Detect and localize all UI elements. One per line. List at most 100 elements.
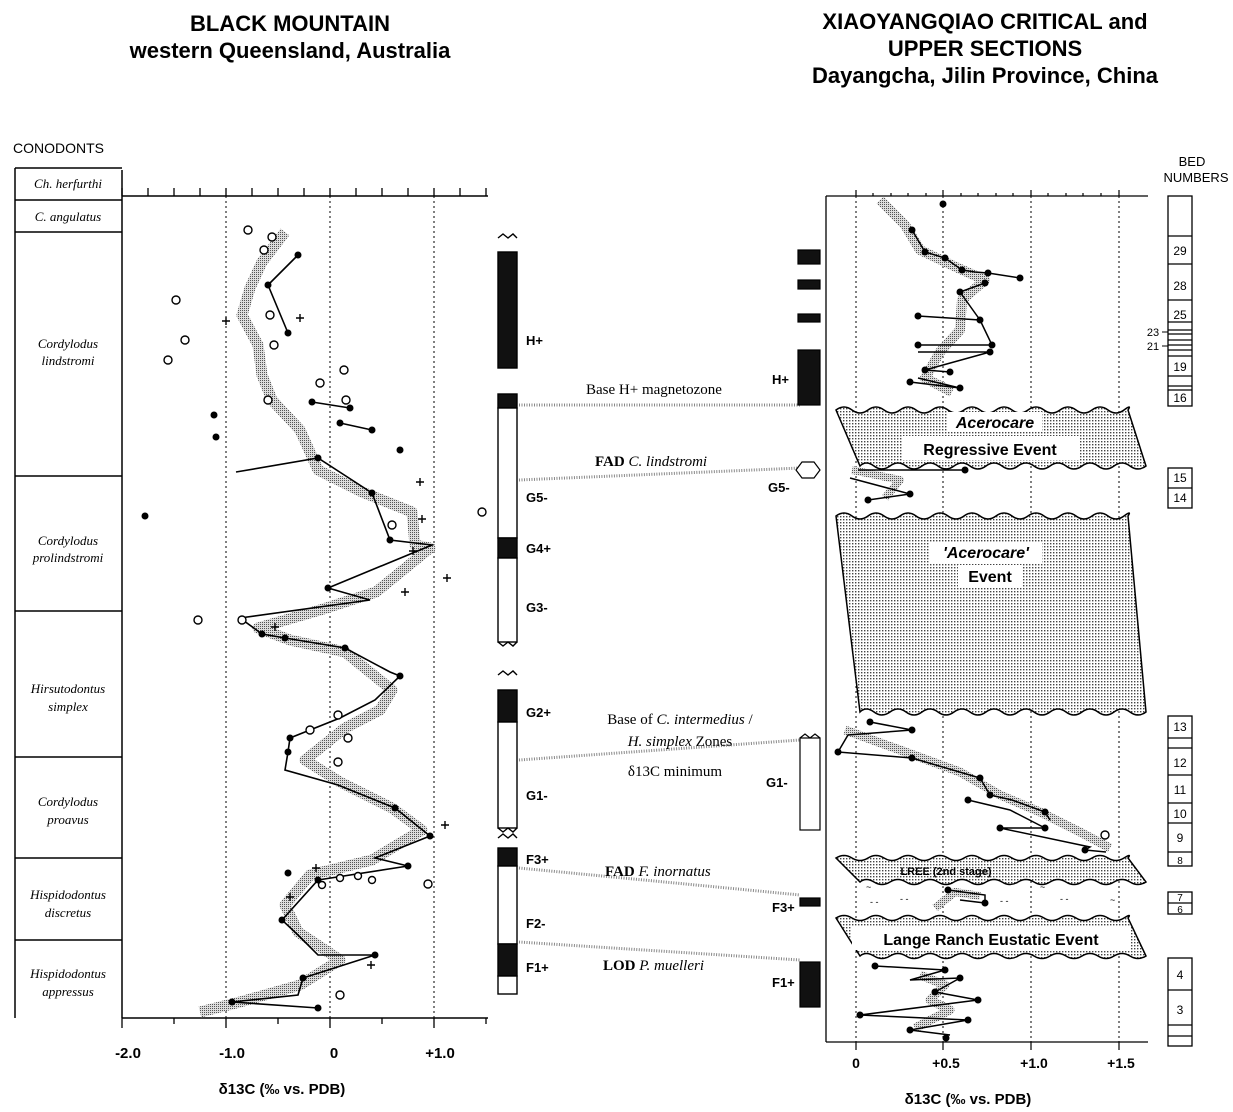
data-point xyxy=(908,726,916,734)
data-point xyxy=(141,512,149,520)
data-point xyxy=(258,630,266,638)
svg-text:~: ~ xyxy=(866,882,871,892)
data-point xyxy=(944,886,952,894)
left-axis-label: δ13C (‰ vs. PDB) xyxy=(219,1081,346,1098)
open-point xyxy=(171,295,181,305)
data-point xyxy=(346,404,354,412)
base-zone-note: Base of C. intermedius / H. simplex Zone… xyxy=(607,712,753,780)
bed-number: 13 xyxy=(1173,720,1187,734)
data-point xyxy=(371,951,379,959)
data-point xyxy=(286,734,294,742)
left-data-line xyxy=(267,254,299,286)
data-point xyxy=(964,1016,972,1024)
conodonts-heading: CONODONTS xyxy=(13,140,104,156)
left-plot-frame xyxy=(121,170,488,1028)
bed-heading-line2: NUMBERS xyxy=(1163,170,1228,185)
left-tick-label: -2.0 xyxy=(115,1045,141,1062)
left-hollow-blotches xyxy=(317,871,377,890)
right-smoothed-trend xyxy=(876,196,990,397)
magnetozone-label: G1- xyxy=(526,788,548,803)
data-point xyxy=(294,251,302,259)
cross-point xyxy=(441,821,449,829)
data-point xyxy=(1041,808,1049,816)
right-magnetostratigraphy-column xyxy=(795,249,821,1008)
data-point xyxy=(988,341,996,349)
open-point xyxy=(305,725,315,735)
data-point xyxy=(864,496,872,504)
correlation-label: LOD P. muelleri xyxy=(603,958,704,974)
data-point xyxy=(974,996,982,1004)
right-smoothed-trend xyxy=(932,888,981,912)
correlation-label: Base H+ magnetozone xyxy=(586,382,722,398)
magnetozone-label: G4+ xyxy=(526,541,551,556)
zone-label: prolindstromi xyxy=(32,550,104,565)
svg-text:~: ~ xyxy=(1040,882,1045,892)
bed-number: 21 xyxy=(1147,341,1159,353)
right-filled-points xyxy=(834,200,1089,1042)
right-tick-label: +1.0 xyxy=(1020,1055,1048,1071)
cross-point xyxy=(222,317,230,325)
bed-numbers: 29 28 25 23 21 19 16 15 14 13 12 11 10 9… xyxy=(1147,244,1187,1017)
cross-point xyxy=(296,314,304,322)
data-point xyxy=(906,490,914,498)
bed-number: 23 xyxy=(1147,327,1159,339)
zone-label: simplex xyxy=(48,699,88,714)
right-axis-ticks: 0 +0.5 +1.0 +1.5 xyxy=(852,1055,1135,1071)
magnetozone-label: G5- xyxy=(526,490,548,505)
left-tick-label: +1.0 xyxy=(425,1045,455,1062)
data-point xyxy=(866,718,874,726)
open-point xyxy=(353,871,363,881)
data-point xyxy=(956,288,964,296)
data-point xyxy=(324,584,332,592)
left-data-line xyxy=(231,457,436,1009)
left-magnetozone-labels: H+ G5- G4+ G3- G2+ G1- F3+ F2- F1+ xyxy=(526,333,551,975)
open-point xyxy=(339,365,349,375)
data-point xyxy=(906,378,914,386)
zone-label: proavus xyxy=(46,812,88,827)
magnetozone-label: H+ xyxy=(526,333,543,348)
data-point xyxy=(942,1034,950,1042)
magnetozone-label: F2- xyxy=(526,916,546,931)
data-point xyxy=(931,988,939,996)
data-point xyxy=(264,281,272,289)
conodont-zone-column xyxy=(14,167,122,1018)
right-smoothed-trend xyxy=(843,725,1113,852)
zone-label: discretus xyxy=(45,905,91,920)
left-title: BLACK MOUNTAIN western Queensland, Austr… xyxy=(60,10,520,64)
magnetozone-label: F3+ xyxy=(526,852,549,867)
magnetozone-label: F1+ xyxy=(526,960,549,975)
event-label: 'Acerocare' xyxy=(943,545,1030,562)
data-point xyxy=(984,269,992,277)
zone-label: Cordylodus xyxy=(38,533,98,548)
bed-number: 12 xyxy=(1173,756,1187,770)
open-point xyxy=(267,232,277,242)
open-point xyxy=(237,615,247,625)
open-point xyxy=(333,710,343,720)
zone-label: Hispidodontus xyxy=(29,966,106,981)
correlation-line xyxy=(518,940,801,962)
data-point xyxy=(946,368,954,376)
data-point xyxy=(958,266,966,274)
data-point xyxy=(368,426,376,434)
event-label: Event xyxy=(968,569,1012,586)
event-label: Regressive Event xyxy=(923,442,1057,459)
open-point xyxy=(269,340,279,350)
bed-number: 15 xyxy=(1173,471,1187,485)
data-point xyxy=(921,366,929,374)
open-point xyxy=(265,310,275,320)
bed-number: 19 xyxy=(1173,360,1187,374)
bed-number: 9 xyxy=(1177,831,1184,845)
zone-label: C. angulatus xyxy=(35,209,101,224)
data-point xyxy=(284,748,292,756)
data-point xyxy=(996,824,1004,832)
note-line: Base of C. intermedius / xyxy=(607,712,753,728)
left-tick-label: -1.0 xyxy=(219,1045,245,1062)
left-data-line xyxy=(311,401,351,409)
open-point xyxy=(335,990,345,1000)
open-point xyxy=(477,507,487,517)
cross-point xyxy=(286,893,294,901)
event-band xyxy=(834,854,1148,886)
correlation-label: FAD C. lindstromi xyxy=(595,454,707,470)
magnetozone-label: G5- xyxy=(768,480,790,495)
